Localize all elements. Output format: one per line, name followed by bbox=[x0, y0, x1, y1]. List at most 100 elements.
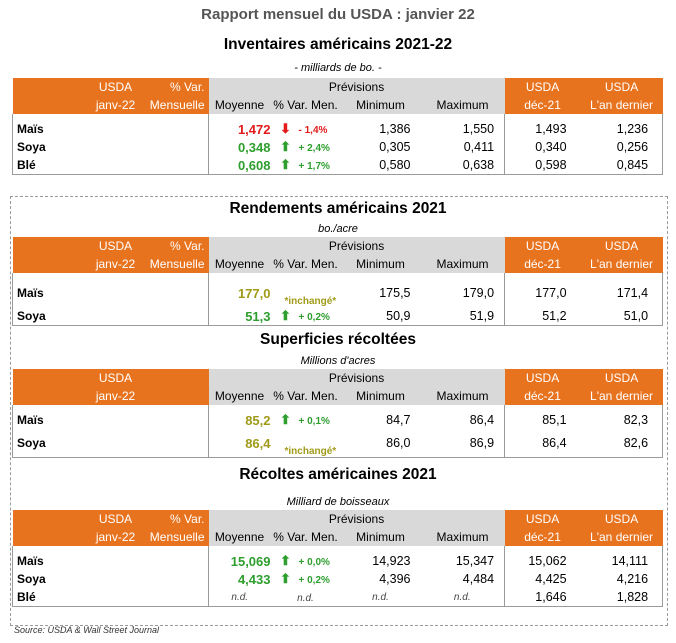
header-maximum: Maximum bbox=[420, 387, 505, 405]
usda-dec-value: 1,646 bbox=[504, 588, 581, 607]
usda-janv-value bbox=[84, 156, 147, 175]
pct-var-mensuelle-value bbox=[146, 279, 209, 307]
pct-var-mensuelle-value bbox=[146, 156, 209, 175]
header-mensuelle: Mensuelle bbox=[146, 255, 209, 273]
maximum-value: n.d. bbox=[420, 588, 506, 607]
row-label: Maïs bbox=[12, 411, 85, 429]
minimum-value: 14,923 bbox=[372, 554, 411, 568]
usda-dec-value: 51,2 bbox=[504, 307, 581, 326]
an-dernier-value: 1,828 bbox=[580, 588, 664, 607]
minimum-value: 84,7 bbox=[386, 413, 411, 427]
pct-var-men-cell: ⬆ + 0,1% bbox=[271, 411, 341, 429]
pct-var-mensuelle-value bbox=[146, 411, 209, 429]
usda-dec-value: 85,1 bbox=[542, 413, 567, 427]
usda-dec-value: 86,4 bbox=[504, 429, 581, 458]
header-pct-var: % Var. bbox=[146, 510, 209, 528]
header-previsions: Prévisions bbox=[208, 237, 505, 255]
header-janv: janv-22 bbox=[84, 96, 147, 114]
pct-var-men-cell: ⬆ + 1,7% bbox=[270, 156, 341, 175]
data-table: USDA Prévisions USDA USDA janv-22 Moyenne% Va… bbox=[12, 369, 664, 458]
moyenne-value: 51,3 bbox=[208, 307, 271, 326]
report-title: Rapport mensuel du USDA : janvier 22 bbox=[201, 6, 475, 23]
header-janv: janv-22 bbox=[84, 255, 147, 273]
an-dernier-value: 4,216 bbox=[580, 570, 664, 588]
moyenne-value: 177,0 bbox=[237, 285, 271, 301]
minimum-value: 4,396 bbox=[379, 572, 411, 586]
pct-var-men-cell: *inchangé* bbox=[271, 279, 341, 307]
usda-janv-value bbox=[85, 279, 147, 307]
arrow-up-icon: ⬆ bbox=[280, 157, 291, 172]
arrow-up-icon: ⬆ bbox=[280, 308, 291, 323]
pct-var-men-value: *inchangé* bbox=[284, 296, 337, 307]
header-usda-dec: USDA bbox=[504, 510, 581, 528]
header-usda-dec: USDA bbox=[504, 78, 581, 96]
moyenne-value: 0,608 bbox=[208, 156, 271, 175]
row-label: Blé bbox=[12, 156, 85, 175]
header-an-dernier: L'an dernier bbox=[580, 255, 663, 273]
table-row: Blé 0,608 ⬆ + 1,7% 0,580 0,638 0,598 0,845 bbox=[12, 156, 664, 175]
header-previsions: Prévisions bbox=[208, 369, 505, 387]
usda-janv-value bbox=[85, 411, 147, 429]
header-dec: déc-21 bbox=[504, 255, 581, 273]
pct-var-men-value: + 0,2% bbox=[298, 575, 330, 586]
header-usda: USDA bbox=[84, 78, 147, 96]
pct-var-mensuelle-value bbox=[146, 552, 209, 570]
an-dernier-value: 0,845 bbox=[580, 156, 664, 175]
moyenne-value: 0,348 bbox=[237, 139, 271, 155]
pct-var-men-value: + 0,2% bbox=[298, 312, 330, 323]
moyenne-value: 86,4 bbox=[208, 429, 271, 458]
header-usda-last: USDA bbox=[580, 369, 663, 387]
pct-var-men-cell: ⬆ + 0,0% bbox=[271, 552, 341, 570]
header-blank bbox=[12, 369, 85, 387]
usda-janv-value bbox=[85, 552, 147, 570]
header-minimum: Minimum bbox=[340, 528, 421, 546]
pct-var-mensuelle-value bbox=[146, 588, 209, 607]
moyenne-value: 4,433 bbox=[237, 571, 271, 587]
pct-var-men-value: + 0,1% bbox=[298, 416, 330, 427]
arrow-up-icon: ⬆ bbox=[280, 139, 291, 154]
usda-dec-value: 177,0 bbox=[535, 286, 567, 300]
usda-janv-value bbox=[85, 570, 147, 588]
row-label: Maïs bbox=[12, 120, 85, 138]
header-usda-dec: USDA bbox=[504, 369, 581, 387]
row-label: Maïs bbox=[12, 552, 85, 570]
pct-var-men-cell: ⬇ - 1,4% bbox=[271, 120, 341, 138]
maximum-value: 86,4 bbox=[420, 411, 506, 429]
header-mensuelle: Mensuelle bbox=[146, 528, 209, 546]
an-dernier-value: 14,111 bbox=[580, 552, 664, 570]
arrow-up-icon: ⬆ bbox=[280, 553, 291, 568]
an-dernier-value: 171,4 bbox=[580, 279, 664, 307]
row-label: Blé bbox=[12, 588, 85, 607]
data-table: USDA% Var. Prévisions USDA USDA janv-22 Mensu… bbox=[12, 510, 664, 607]
header-blank bbox=[12, 96, 85, 114]
header-pct-var-men: % Var. Men. bbox=[270, 387, 341, 405]
pct-var-men-value: *inchangé* bbox=[284, 446, 337, 457]
header-an-dernier: L'an dernier bbox=[580, 528, 663, 546]
pct-var-men-value: + 0,0% bbox=[298, 557, 330, 568]
table-row: Maïs 85,2 ⬆ + 0,1% 84,7 86,4 85,1 82,3 bbox=[12, 411, 664, 429]
header-previsions: Prévisions bbox=[208, 78, 505, 96]
header-pct-var-men: % Var. Men. bbox=[270, 255, 341, 273]
moyenne-value: n.d. bbox=[208, 588, 271, 607]
header-moyenne: Moyenne bbox=[208, 387, 271, 405]
table-row: Soya 51,3 ⬆ + 0,2% 50,9 51,9 51,2 51,0 bbox=[12, 307, 664, 326]
pct-var-mensuelle-value bbox=[146, 429, 209, 458]
maximum-value: 86,9 bbox=[420, 429, 506, 458]
header-usda-last: USDA bbox=[580, 78, 663, 96]
data-table: USDA% Var. Prévisions USDA USDA janv-22 Mensu… bbox=[12, 78, 664, 175]
usda-janv-value bbox=[84, 307, 147, 326]
source-note: Source: USDA & Wall Street Journal bbox=[14, 625, 160, 635]
arrow-up-icon: ⬆ bbox=[280, 571, 291, 586]
header-janv: janv-22 bbox=[84, 387, 147, 405]
minimum-value: 50,9 bbox=[340, 307, 421, 326]
table-row: Soya 86,4 *inchangé* 86,0 86,9 86,4 82,6 bbox=[12, 429, 664, 458]
minimum-value: 0,305 bbox=[379, 140, 411, 154]
header-usda: USDA bbox=[84, 369, 147, 387]
usda-janv-value bbox=[84, 588, 147, 607]
table-row: Blé n.d. n.d. n.d. n.d. 1,646 1,828 bbox=[12, 588, 664, 607]
row-label: Soya bbox=[12, 138, 85, 156]
pct-var-mensuelle-value bbox=[146, 138, 209, 156]
row-label: Soya bbox=[12, 429, 85, 458]
maximum-value: 0,411 bbox=[420, 138, 506, 156]
section-title: Superficies récoltées bbox=[260, 331, 416, 348]
